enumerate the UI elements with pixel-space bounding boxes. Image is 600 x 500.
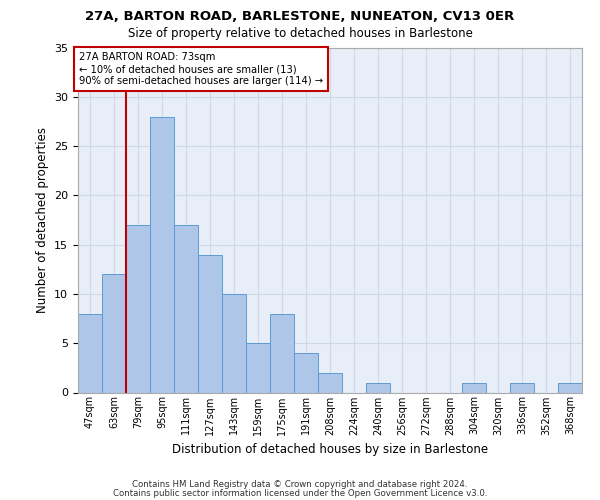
Text: 27A, BARTON ROAD, BARLESTONE, NUNEATON, CV13 0ER: 27A, BARTON ROAD, BARLESTONE, NUNEATON, …: [85, 10, 515, 23]
Text: Size of property relative to detached houses in Barlestone: Size of property relative to detached ho…: [128, 28, 472, 40]
Bar: [270, 314, 294, 392]
Bar: [294, 353, 318, 393]
Bar: [366, 382, 390, 392]
Text: 27A BARTON ROAD: 73sqm
← 10% of detached houses are smaller (13)
90% of semi-det: 27A BARTON ROAD: 73sqm ← 10% of detached…: [79, 52, 323, 86]
Text: Contains HM Land Registry data © Crown copyright and database right 2024.: Contains HM Land Registry data © Crown c…: [132, 480, 468, 489]
Bar: [198, 254, 222, 392]
Bar: [102, 274, 126, 392]
Y-axis label: Number of detached properties: Number of detached properties: [35, 127, 49, 313]
Bar: [222, 294, 246, 392]
Bar: [126, 225, 150, 392]
Bar: [246, 343, 270, 392]
Bar: [174, 225, 198, 392]
Bar: [558, 382, 582, 392]
Text: Contains public sector information licensed under the Open Government Licence v3: Contains public sector information licen…: [113, 490, 487, 498]
Bar: [150, 116, 174, 392]
Bar: [462, 382, 486, 392]
X-axis label: Distribution of detached houses by size in Barlestone: Distribution of detached houses by size …: [172, 443, 488, 456]
Bar: [78, 314, 102, 392]
Bar: [510, 382, 534, 392]
Bar: [318, 373, 342, 392]
